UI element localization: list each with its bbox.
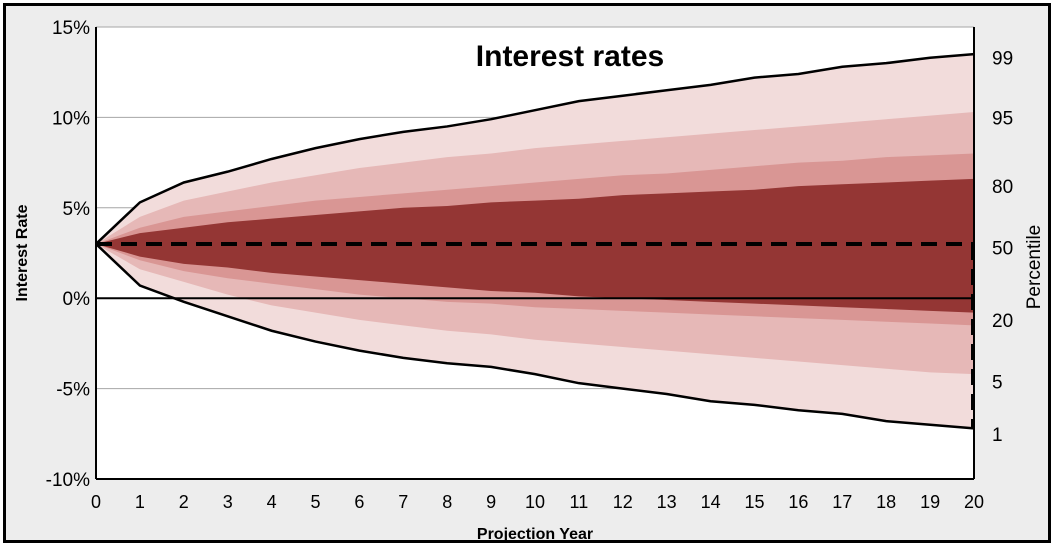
x-tick-label: 15 [744,492,764,512]
x-tick-label: 7 [398,492,408,512]
x-tick-label: 17 [832,492,852,512]
x-tick-label: 12 [613,492,633,512]
y-tick-label: 5% [63,199,91,220]
percentile-label: 99 [992,49,1013,70]
line-upper [95,52,975,245]
chart-title: Interest rates [476,40,664,73]
percentile-label: 20 [992,311,1013,332]
percentile-label: 1 [992,425,1003,446]
x-tick-label: 8 [442,492,452,512]
percentile-label: 5 [992,372,1003,393]
x-tick-label: 1 [135,492,145,512]
x-tick-labels: 0 1 2 3 4 5 6 7 8 9 10 11 12 13 14 15 16 17 18 19 20 [91,492,984,512]
x-tick-label: 13 [657,492,677,512]
percentile-label: 80 [992,177,1013,198]
x-axis-label: Projection Year [477,526,593,543]
x-tick-label: 14 [701,492,721,512]
percentile-labels: 99 95 80 50 20 5 1 [992,49,1013,446]
x-tick-label: 20 [964,492,984,512]
y-tick-label: 15% [52,18,90,39]
axes [95,27,975,480]
percentile-label: 95 [992,108,1013,129]
y-tick-label: -10% [46,470,90,491]
line-lower [95,243,975,430]
percentile-label: 50 [992,239,1013,260]
y-tick-label: 10% [52,108,90,129]
x-tick-label: 18 [876,492,896,512]
x-tick-label: 19 [920,492,940,512]
x-tick-label: 9 [486,492,496,512]
x-tick-label: 10 [525,492,545,512]
x-tick-label: 0 [91,492,101,512]
y-tick-label: -5% [56,380,90,401]
x-tick-label: 16 [788,492,808,512]
x-tick-label: 11 [570,492,589,512]
x-tick-label: 3 [223,492,233,512]
secondary-axis-label: Percentile [1024,225,1045,310]
x-tick-label: 2 [179,492,189,512]
y-tick-labels: 15% 10% 5% 0% -5% -10% [46,18,90,491]
y-axis-label: Interest Rate [14,204,31,301]
x-tick-label: 6 [354,492,364,512]
y-tick-label: 0% [63,289,91,310]
x-tick-label: 5 [310,492,320,512]
x-tick-label: 4 [267,492,277,512]
